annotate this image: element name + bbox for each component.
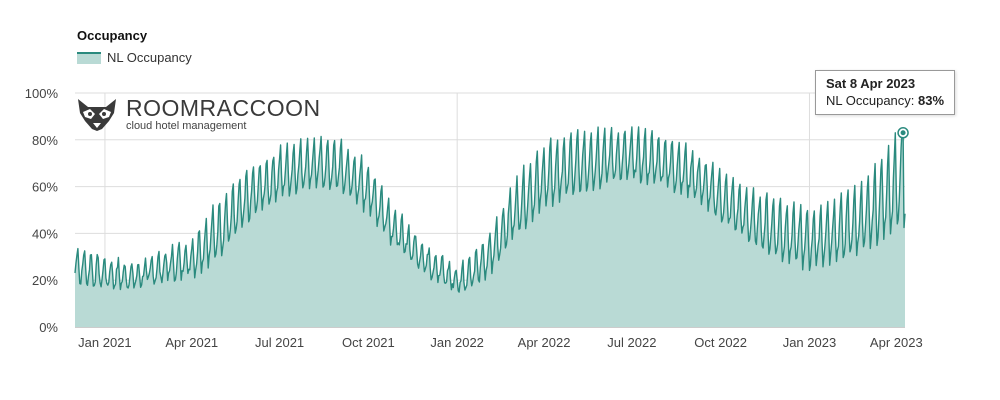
y-tick-label: 100% <box>25 86 59 101</box>
watermark-logo: ROOMRACCOON cloud hotel management <box>76 96 321 133</box>
tooltip-value: 83% <box>918 93 945 108</box>
legend-swatch <box>77 51 101 64</box>
x-tick-label: Oct 2022 <box>694 335 747 350</box>
highlight-marker-dot <box>900 130 906 136</box>
chart-title: Occupancy <box>77 28 148 43</box>
x-tick-label: Jan 2023 <box>783 335 837 350</box>
x-tick-label: Jan 2021 <box>78 335 132 350</box>
x-tick-label: Oct 2021 <box>342 335 395 350</box>
legend[interactable]: NL Occupancy <box>77 50 192 65</box>
x-tick-label: Jan 2022 <box>430 335 484 350</box>
x-tick-label: Apr 2023 <box>870 335 923 350</box>
area-layer <box>74 126 906 328</box>
series-area-fill <box>75 126 905 328</box>
y-tick-labels: 0% 20% 40% 60% 80% 100% <box>25 86 59 335</box>
y-tick-label: 80% <box>32 133 58 148</box>
y-tick-label: 20% <box>32 273 58 288</box>
legend-label: NL Occupancy <box>107 50 192 65</box>
x-tick-label: Apr 2021 <box>165 335 218 350</box>
series-line <box>74 126 906 293</box>
y-tick-label: 40% <box>32 226 58 241</box>
tooltip-label: NL Occupancy: <box>826 93 915 108</box>
x-tick-label: Apr 2022 <box>518 335 571 350</box>
data-tooltip: Sat 8 Apr 2023 NL Occupancy: 83% <box>815 70 956 115</box>
x-tick-label: Jul 2022 <box>607 335 656 350</box>
x-tick-labels: Jan 2021 Apr 2021 Jul 2021 Oct 2021 Jan 2022… <box>78 335 923 350</box>
logo-name: ROOMRACCOON <box>126 95 321 121</box>
x-tick-label: Jul 2021 <box>255 335 304 350</box>
logo-tagline: cloud hotel management <box>126 120 247 132</box>
y-tick-label: 0% <box>39 320 58 335</box>
marker-layer <box>897 127 909 139</box>
tooltip-row: NL Occupancy: 83% <box>826 93 944 108</box>
y-tick-label: 60% <box>32 180 58 195</box>
tooltip-date: Sat 8 Apr 2023 <box>826 76 916 91</box>
raccoon-icon <box>78 98 116 131</box>
